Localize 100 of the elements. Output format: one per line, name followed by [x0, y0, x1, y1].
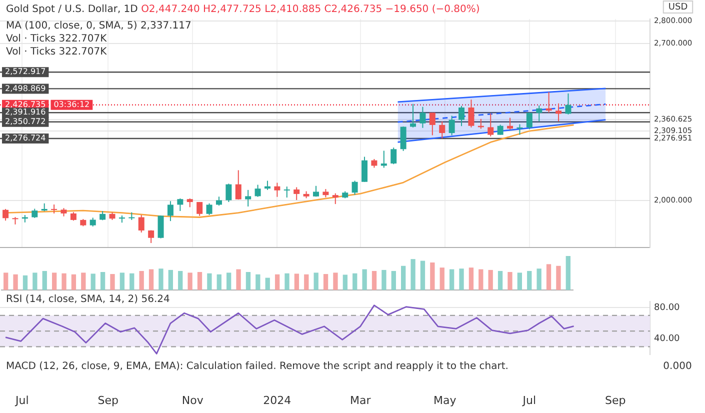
- bar: [120, 272, 125, 290]
- bar: [517, 272, 522, 290]
- candlestick: [497, 124, 504, 136]
- x-tick-label: 2024: [263, 394, 292, 407]
- bar: [382, 270, 386, 290]
- candlestick: [390, 147, 397, 165]
- x-tick-label: Nov: [182, 394, 204, 407]
- bar: [22, 275, 28, 290]
- bar: [498, 270, 503, 290]
- bar: [536, 268, 542, 290]
- bar: [246, 272, 251, 290]
- text: 0.000: [662, 361, 693, 372]
- annotation: RSI (14, close, SMA, 14, 2) 56.24: [6, 294, 170, 305]
- bar: [508, 272, 512, 290]
- bar: [168, 270, 173, 290]
- bar: [110, 274, 115, 290]
- bar: [265, 278, 270, 290]
- candlestick: [235, 170, 242, 200]
- candlestick: [458, 105, 465, 127]
- bar: [314, 272, 318, 290]
- ref-line-label: 2,276.724: [5, 134, 46, 143]
- annotation: Vol · Ticks 322.707K: [6, 46, 108, 58]
- bar: [362, 269, 367, 290]
- ref-line-label: 2,426.735: [5, 100, 46, 109]
- bar: [100, 272, 106, 290]
- bar: [216, 274, 222, 290]
- bar: [294, 274, 300, 290]
- x-tick-label: Mar: [350, 394, 372, 407]
- bar: [188, 272, 192, 290]
- bar: [391, 270, 396, 290]
- text: USD: [668, 2, 688, 12]
- candlestick: [536, 104, 542, 122]
- candlestick: [274, 182, 280, 198]
- bar: [178, 270, 183, 290]
- x-tick-label: Jul: [14, 394, 29, 407]
- candlestick: [352, 180, 358, 196]
- bar: [62, 273, 66, 290]
- candlestick: [565, 92, 572, 115]
- candlestick: [507, 117, 514, 130]
- bar: [410, 259, 416, 290]
- candlestick: [196, 202, 203, 216]
- bar: [130, 273, 134, 290]
- candlestick: [206, 202, 212, 216]
- ref-line-label: 2,572.917: [5, 67, 46, 76]
- candlestick: [245, 189, 252, 208]
- bar: [236, 269, 241, 290]
- x-tick-label: May: [434, 394, 457, 407]
- x-tick-label: Sep: [604, 394, 626, 407]
- bar: [90, 274, 96, 290]
- bar: [352, 273, 358, 290]
- x-tick-label: Jul: [522, 394, 536, 407]
- bar: [342, 274, 348, 290]
- bar: [274, 274, 280, 290]
- candlestick: [488, 113, 494, 137]
- candlestick: [429, 112, 436, 136]
- candlestick: [138, 214, 144, 233]
- candlestick: [400, 126, 406, 152]
- chart-title: Gold Spot / U.S. Dollar, 1D: [6, 4, 138, 15]
- bar: [304, 274, 309, 290]
- bar: [71, 274, 76, 290]
- candlestick: [148, 230, 154, 244]
- y-tick-label: 40.00: [654, 334, 680, 344]
- chart-subtitle: O2,447.240 H2,477.725 L2,410.885 C2,426.735 −19.650 (−0.80%): [141, 4, 480, 15]
- bar: [478, 269, 484, 290]
- candlestick: [526, 112, 532, 130]
- candlestick: [362, 156, 368, 182]
- bar: [333, 272, 338, 290]
- ref-line-label: 2,498.869: [5, 84, 46, 93]
- candlestick: [410, 103, 416, 128]
- ref-line-label: 2,391.916: [5, 108, 46, 117]
- bar: [226, 272, 232, 290]
- candlestick: [32, 208, 38, 218]
- candlestick: [439, 120, 446, 139]
- bar: [139, 270, 144, 290]
- bar: [81, 272, 86, 290]
- y-tick-label: 80.00: [654, 302, 680, 313]
- text: MACD (12, 26, close, 9, EMA, EMA): Calculation failed. Remove the script and reapply it to the chart.: [6, 361, 508, 372]
- candlestick: [556, 102, 562, 122]
- annotation: Vol · Ticks 322.707K: [6, 34, 108, 45]
- ref-line-label: 2,350.772: [5, 116, 46, 126]
- candlestick: [100, 210, 106, 221]
- candlestick: [468, 99, 474, 128]
- bar: [527, 270, 532, 290]
- candlestick: [226, 183, 232, 203]
- bar: [430, 262, 435, 290]
- candlestick: [284, 186, 290, 198]
- candlestick: [177, 198, 184, 212]
- bar: [13, 274, 18, 290]
- candlestick: [254, 184, 261, 198]
- bar: [401, 266, 406, 290]
- bar: [52, 272, 57, 290]
- annotation: 03:36:12: [54, 100, 90, 109]
- x-tick-label: Sep: [98, 394, 118, 407]
- candlestick: [158, 214, 164, 239]
- candlestick: [448, 115, 455, 136]
- bar: [566, 256, 570, 290]
- bar: [256, 274, 260, 290]
- bar: [546, 264, 552, 290]
- candlestick: [167, 200, 174, 222]
- candlestick: [332, 192, 338, 205]
